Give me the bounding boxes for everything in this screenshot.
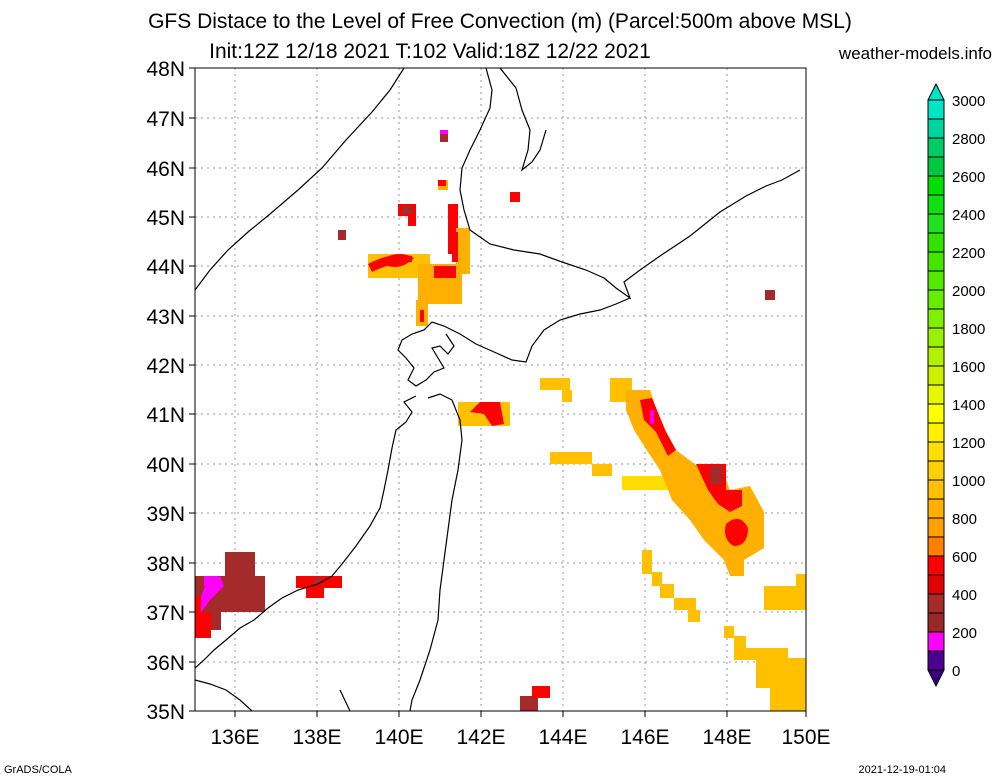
- grads-credit: GrADS/COLA: [4, 764, 72, 776]
- lon-label: 142E: [456, 726, 505, 749]
- colorbar-label: 1400: [952, 397, 985, 414]
- colorbar-label: 400: [952, 587, 977, 604]
- lon-label: 146E: [620, 726, 669, 749]
- colorbar-label: 2000: [952, 283, 985, 300]
- colorbar-swatch: [927, 365, 945, 386]
- lat-label: 40N: [146, 454, 185, 477]
- colorbar-swatch: [927, 498, 945, 519]
- colorbar-swatch: [927, 517, 945, 538]
- colorbar-swatch: [927, 384, 945, 405]
- generated-timestamp: 2021-12-19-01:04: [858, 764, 946, 776]
- colorbar-swatch: [927, 460, 945, 481]
- colorbar-swatch: [927, 232, 945, 253]
- colorbar-swatch: [927, 156, 945, 177]
- lon-label: 140E: [374, 726, 423, 749]
- lat-label: 39N: [146, 503, 185, 526]
- lat-label: 44N: [146, 256, 185, 279]
- colorbar-label: 3000: [952, 93, 985, 110]
- colorbar-swatch: [927, 612, 945, 633]
- colorbar-swatch: [927, 118, 945, 139]
- colorbar-swatch: [927, 213, 945, 234]
- colorbar-swatch: [927, 574, 945, 595]
- colorbar-swatch: [927, 99, 945, 120]
- colorbar-swatch: [927, 479, 945, 500]
- colorbar-label: 1200: [952, 435, 985, 452]
- lat-label: 47N: [146, 108, 185, 131]
- colorbar-swatch: [927, 593, 945, 614]
- colorbar-label: 0: [952, 663, 960, 680]
- colorbar-swatch: [927, 327, 945, 348]
- colorbar-swatch: [927, 308, 945, 329]
- colorbar-swatch: [927, 251, 945, 272]
- lat-label: 36N: [146, 652, 185, 675]
- colorbar: [927, 82, 945, 688]
- colorbar-swatch: [927, 441, 945, 462]
- colorbar-swatch: [927, 137, 945, 158]
- lat-label: 37N: [146, 602, 185, 625]
- map-subtitle: Init:12Z 12/18 2021 T:102 Valid:18Z 12/2…: [209, 40, 651, 63]
- lat-label: 38N: [146, 553, 185, 576]
- colorbar-swatch: [927, 422, 945, 443]
- lon-label: 136E: [210, 726, 259, 749]
- colorbar-label: 2400: [952, 207, 985, 224]
- colorbar-label: 600: [952, 549, 977, 566]
- lat-label: 45N: [146, 207, 185, 230]
- lat-label: 35N: [146, 701, 185, 724]
- colorbar-top-arrow: [927, 82, 945, 101]
- lon-label: 138E: [292, 726, 341, 749]
- colorbar-swatch: [927, 555, 945, 576]
- lat-label: 43N: [146, 306, 185, 329]
- colorbar-label: 1800: [952, 321, 985, 338]
- lon-label: 144E: [538, 726, 587, 749]
- lon-label: 148E: [702, 726, 751, 749]
- map-title: GFS Distace to the Level of Free Convect…: [148, 10, 852, 33]
- colorbar-swatch: [927, 194, 945, 215]
- colorbar-label: 2600: [952, 169, 985, 186]
- colorbar-label: 2200: [952, 245, 985, 262]
- lat-label: 42N: [146, 355, 185, 378]
- colorbar-label: 1000: [952, 473, 985, 490]
- lfc-shading: [195, 130, 806, 711]
- grid-lines: [195, 68, 806, 711]
- lat-label: 46N: [146, 158, 185, 181]
- colorbar-label: 1600: [952, 359, 985, 376]
- colorbar-bottom-arrow: [927, 669, 945, 688]
- colorbar-swatch: [927, 270, 945, 291]
- colorbar-label: 800: [952, 511, 977, 528]
- colorbar-swatch: [927, 175, 945, 196]
- coastlines: [195, 68, 801, 711]
- lon-label: 150E: [781, 726, 830, 749]
- colorbar-label: 2800: [952, 131, 985, 148]
- colorbar-swatch: [927, 403, 945, 424]
- colorbar-swatch: [927, 650, 945, 671]
- colorbar-swatch: [927, 289, 945, 310]
- map-frame: [194, 67, 807, 712]
- lat-label: 41N: [146, 404, 185, 427]
- lat-label: 48N: [146, 58, 185, 81]
- colorbar-label: 200: [952, 625, 977, 642]
- colorbar-swatch: [927, 631, 945, 652]
- colorbar-swatch: [927, 536, 945, 557]
- colorbar-swatch: [927, 346, 945, 367]
- site-credit: weather-models.info: [838, 44, 992, 63]
